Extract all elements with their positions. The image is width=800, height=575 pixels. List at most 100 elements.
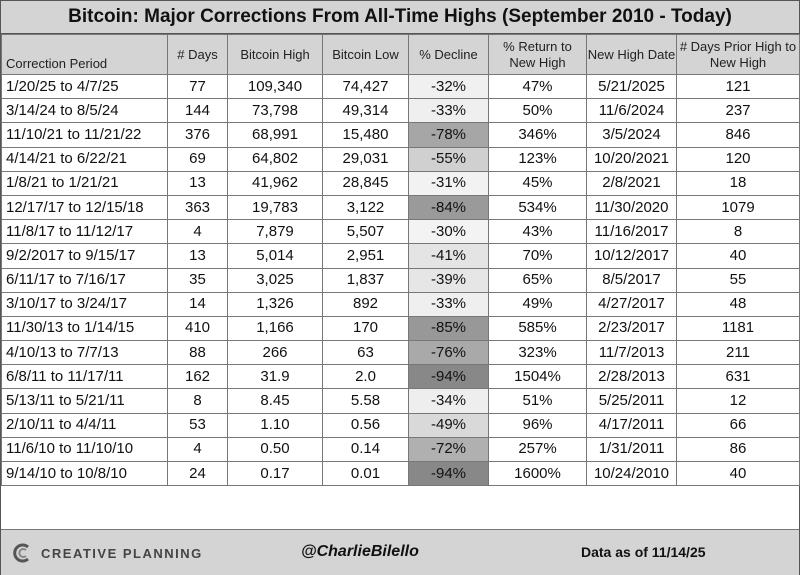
table-row: 6/11/17 to 7/16/17 35 3,025 1,837 -39% 65% 8/5… xyxy=(1,267,800,293)
cell-percent-decline: -33% xyxy=(408,291,489,317)
cell-percent-decline: -94% xyxy=(408,364,489,390)
cell-percent-return: 51% xyxy=(488,388,587,414)
cell-correction-period: 11/6/10 to 11/10/10 xyxy=(1,436,168,463)
cell-new-high-date: 5/25/2011 xyxy=(586,388,677,414)
cell-correction-period: 3/14/24 to 8/5/24 xyxy=(1,98,168,124)
cell-percent-return: 346% xyxy=(488,122,587,148)
cell-percent-decline: -41% xyxy=(408,243,489,269)
cell-correction-period: 1/20/25 to 4/7/25 xyxy=(1,73,168,100)
cell-correction-period: 4/14/21 to 6/22/21 xyxy=(1,146,168,172)
cell-bitcoin-high: 73,798 xyxy=(227,98,323,124)
cell-new-high-date: 3/5/2024 xyxy=(586,122,677,148)
cell-new-high-date: 5/21/2025 xyxy=(586,73,677,100)
header-bitcoin-low: Bitcoin Low xyxy=(322,34,409,75)
cell-days: 363 xyxy=(167,194,228,221)
cell-correction-period: 5/13/11 to 5/21/11 xyxy=(1,388,168,414)
cell-days-prior-high: 12 xyxy=(676,388,800,414)
cell-correction-period: 11/8/17 to 11/12/17 xyxy=(1,219,168,245)
cell-bitcoin-low: 28,845 xyxy=(322,170,409,196)
table-row: 3/10/17 to 3/24/17 14 1,326 892 -33% 49% 4/27/… xyxy=(1,291,800,317)
cell-bitcoin-low: 0.14 xyxy=(322,436,409,463)
cell-days: 144 xyxy=(167,98,228,124)
cell-bitcoin-low: 5.58 xyxy=(322,388,409,414)
cell-bitcoin-low: 892 xyxy=(322,291,409,317)
cell-days-prior-high: 66 xyxy=(676,412,800,438)
table-title: Bitcoin: Major Corrections From All-Time… xyxy=(1,1,799,34)
creative-planning-logo: CREATIVE PLANNING xyxy=(13,543,203,563)
cell-bitcoin-low: 74,427 xyxy=(322,73,409,100)
cell-days: 13 xyxy=(167,243,228,269)
table-row: 5/13/11 to 5/21/11 8 8.45 5.58 -34% 51% 5/25/2… xyxy=(1,388,800,414)
cell-days-prior-high: 211 xyxy=(676,340,800,366)
cell-correction-period: 2/10/11 to 4/4/11 xyxy=(1,412,168,438)
cell-bitcoin-high: 1,326 xyxy=(227,291,323,317)
cell-days: 77 xyxy=(167,73,228,100)
cell-bitcoin-high: 1,166 xyxy=(227,315,323,342)
cell-new-high-date: 11/16/2017 xyxy=(586,219,677,245)
footer-bar: CREATIVE PLANNING @CharlieBilello Data a… xyxy=(1,529,799,575)
table-row: 9/2/2017 to 9/15/17 13 5,014 2,951 -41% 70% 10… xyxy=(1,243,800,269)
cell-percent-return: 585% xyxy=(488,315,587,342)
cell-new-high-date: 10/24/2010 xyxy=(586,460,677,487)
cell-percent-decline: -94% xyxy=(408,460,489,487)
cell-correction-period: 3/10/17 to 3/24/17 xyxy=(1,291,168,317)
header-row: Correction Period # Days Bitcoin High Bi… xyxy=(1,34,800,75)
cell-days-prior-high: 631 xyxy=(676,364,800,390)
cell-percent-return: 1600% xyxy=(488,460,587,487)
cell-days-prior-high: 48 xyxy=(676,291,800,317)
cell-percent-return: 257% xyxy=(488,436,587,463)
cell-percent-decline: -84% xyxy=(408,194,489,221)
cell-bitcoin-low: 3,122 xyxy=(322,194,409,221)
cell-percent-decline: -39% xyxy=(408,267,489,293)
cell-bitcoin-low: 49,314 xyxy=(322,98,409,124)
cell-bitcoin-high: 31.9 xyxy=(227,364,323,390)
cell-days-prior-high: 120 xyxy=(676,146,800,172)
cell-bitcoin-low: 5,507 xyxy=(322,219,409,245)
cell-percent-return: 45% xyxy=(488,170,587,196)
table-row: 11/30/13 to 1/14/15 410 1,166 170 -85% 585% 2/… xyxy=(1,315,800,342)
cell-percent-return: 1504% xyxy=(488,364,587,390)
cell-days: 24 xyxy=(167,460,228,487)
corrections-table: Correction Period # Days Bitcoin High Bi… xyxy=(1,34,800,487)
creative-planning-logo-icon xyxy=(13,543,29,563)
cell-days-prior-high: 1181 xyxy=(676,315,800,342)
cell-days-prior-high: 40 xyxy=(676,460,800,487)
cell-correction-period: 6/11/17 to 7/16/17 xyxy=(1,267,168,293)
cell-bitcoin-low: 0.56 xyxy=(322,412,409,438)
cell-new-high-date: 2/23/2017 xyxy=(586,315,677,342)
cell-bitcoin-high: 0.50 xyxy=(227,436,323,463)
cell-bitcoin-high: 68,991 xyxy=(227,122,323,148)
table-row: 6/8/11 to 11/17/11 162 31.9 2.0 -94% 1504% 2/2… xyxy=(1,364,800,390)
header-percent-decline: % Decline xyxy=(408,34,489,75)
cell-percent-return: 70% xyxy=(488,243,587,269)
cell-percent-decline: -33% xyxy=(408,98,489,124)
cell-bitcoin-low: 2,951 xyxy=(322,243,409,269)
table-row: 11/10/21 to 11/21/22 376 68,991 15,480 -78% 3… xyxy=(1,122,800,148)
cell-days: 69 xyxy=(167,146,228,172)
cell-bitcoin-low: 63 xyxy=(322,340,409,366)
header-days-prior-high: # Days Prior High to New High xyxy=(676,34,800,75)
cell-percent-return: 49% xyxy=(488,291,587,317)
cell-days: 4 xyxy=(167,219,228,245)
header-correction-period: Correction Period xyxy=(1,34,168,75)
cell-new-high-date: 11/7/2013 xyxy=(586,340,677,366)
table-row: 1/8/21 to 1/21/21 13 41,962 28,845 -31% 45% 2/… xyxy=(1,170,800,196)
table-row: 11/6/10 to 11/10/10 4 0.50 0.14 -72% 257% 1/31… xyxy=(1,436,800,463)
cell-days-prior-high: 121 xyxy=(676,73,800,100)
cell-new-high-date: 1/31/2011 xyxy=(586,436,677,463)
table-body: 1/20/25 to 4/7/25 77 109,340 74,427 -32% 47% 5… xyxy=(1,73,800,487)
data-as-of: Data as of 11/14/25 xyxy=(581,544,706,560)
author-handle: @CharlieBilello xyxy=(301,543,419,560)
cell-new-high-date: 2/8/2021 xyxy=(586,170,677,196)
cell-percent-decline: -49% xyxy=(408,412,489,438)
cell-percent-return: 534% xyxy=(488,194,587,221)
cell-days: 8 xyxy=(167,388,228,414)
cell-days-prior-high: 55 xyxy=(676,267,800,293)
cell-new-high-date: 2/28/2013 xyxy=(586,364,677,390)
cell-percent-decline: -34% xyxy=(408,388,489,414)
cell-correction-period: 11/10/21 to 11/21/22 xyxy=(1,122,168,148)
cell-new-high-date: 10/12/2017 xyxy=(586,243,677,269)
cell-new-high-date: 8/5/2017 xyxy=(586,267,677,293)
cell-percent-decline: -78% xyxy=(408,122,489,148)
cell-days-prior-high: 40 xyxy=(676,243,800,269)
